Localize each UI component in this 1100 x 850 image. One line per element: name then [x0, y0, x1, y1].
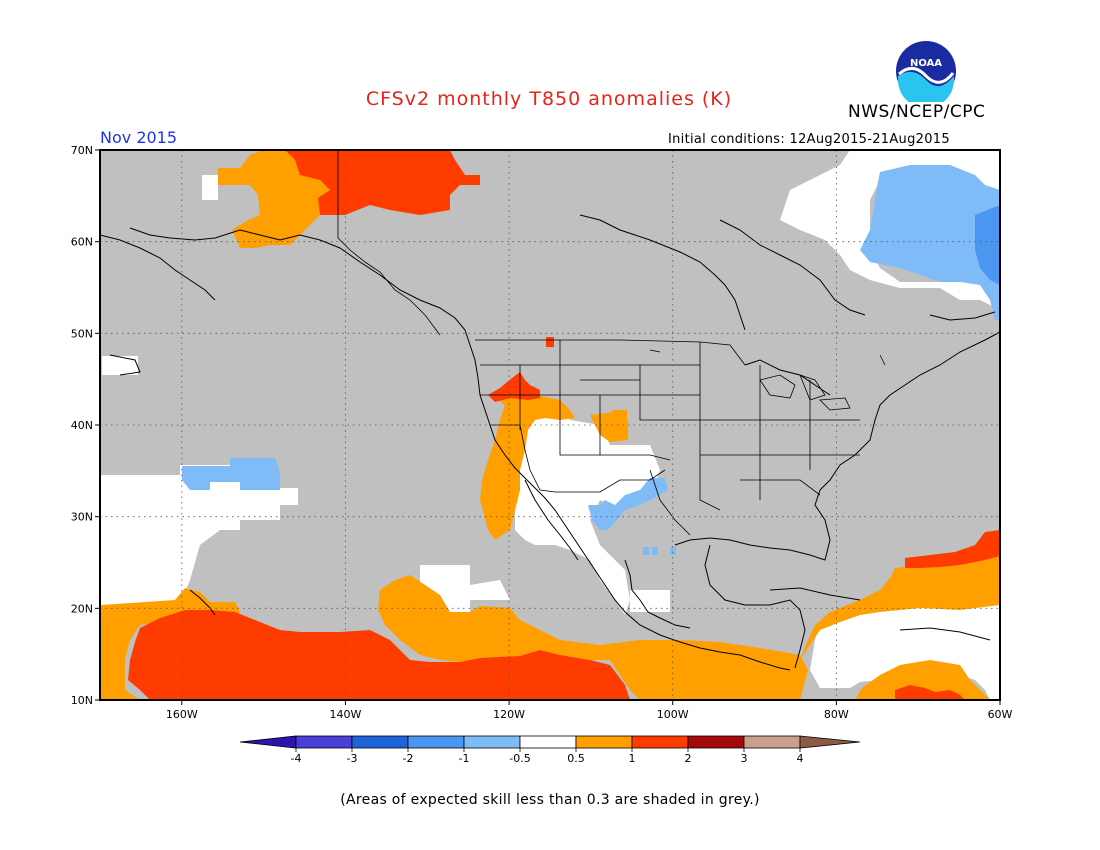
legend-colorbar: -4 -3 -2 -1 -0.5 0.5 1 2 3 4: [239, 735, 861, 765]
agency-label: NWS/NCEP/CPC: [848, 102, 986, 122]
legend-arrow-left: [239, 735, 297, 749]
legend-tick-label: 0.5: [567, 752, 585, 765]
lat-label: 30N: [71, 511, 93, 524]
gridlines: [100, 150, 1000, 700]
legend-swatch: [519, 735, 577, 749]
lat-label: 10N: [71, 694, 93, 707]
legend-arrow-right: [799, 735, 861, 749]
lat-label: 20N: [71, 602, 93, 615]
legend-swatch: [463, 735, 521, 749]
legend-swatch: [687, 735, 745, 749]
lon-label: 60W: [988, 708, 1013, 721]
lon-label: 120W: [493, 708, 525, 721]
lon-label: 80W: [824, 708, 849, 721]
legend-swatch: [743, 735, 801, 749]
legend-swatch: [351, 735, 409, 749]
skill-footnote: (Areas of expected skill less than 0.3 a…: [340, 792, 760, 808]
map-title: CFSv2 monthly T850 anomalies (K): [365, 88, 733, 110]
latitude-labels: 70N 60N 50N 40N 30N 20N 10N: [71, 144, 93, 707]
noaa-logo-text: NOAA: [910, 58, 942, 69]
lat-label: 60N: [71, 236, 93, 249]
negative-anomaly-regions: [182, 165, 1000, 555]
legend-tick-label: 1: [629, 752, 636, 765]
legend-tick-label: -4: [291, 752, 302, 765]
legend-tick-label: -3: [347, 752, 358, 765]
legend-tick-label: -2: [403, 752, 414, 765]
forecast-period: Nov 2015: [100, 128, 178, 147]
lat-label: 50N: [71, 327, 93, 340]
lat-label: 70N: [71, 144, 93, 157]
orange-anomaly-regions: [100, 150, 1000, 700]
legend-tick-label: 4: [797, 752, 804, 765]
noaa-logo: NOAA: [896, 41, 956, 102]
blue-anomaly-region: [975, 205, 1000, 285]
initial-conditions: Initial conditions: 12Aug2015-21Aug2015: [668, 132, 950, 147]
legend-swatch: [295, 735, 353, 749]
legend-swatch: [575, 735, 633, 749]
lat-label: 40N: [71, 419, 93, 432]
legend-tick-label: -1: [459, 752, 470, 765]
longitude-labels: 160W 140W 120W 100W 80W 60W: [166, 708, 1013, 721]
lon-label: 160W: [166, 708, 198, 721]
red-anomaly-regions: [128, 150, 1000, 700]
lon-label: 140W: [330, 708, 362, 721]
legend-swatch: [407, 735, 465, 749]
legend-tick-label: 3: [741, 752, 748, 765]
legend-tick-label: 2: [685, 752, 692, 765]
lon-label: 100W: [657, 708, 689, 721]
lakes: [649, 349, 886, 411]
axis-ticks: [95, 149, 1001, 705]
legend-swatch: [631, 735, 689, 749]
legend-tick-label: -0.5: [509, 752, 530, 765]
